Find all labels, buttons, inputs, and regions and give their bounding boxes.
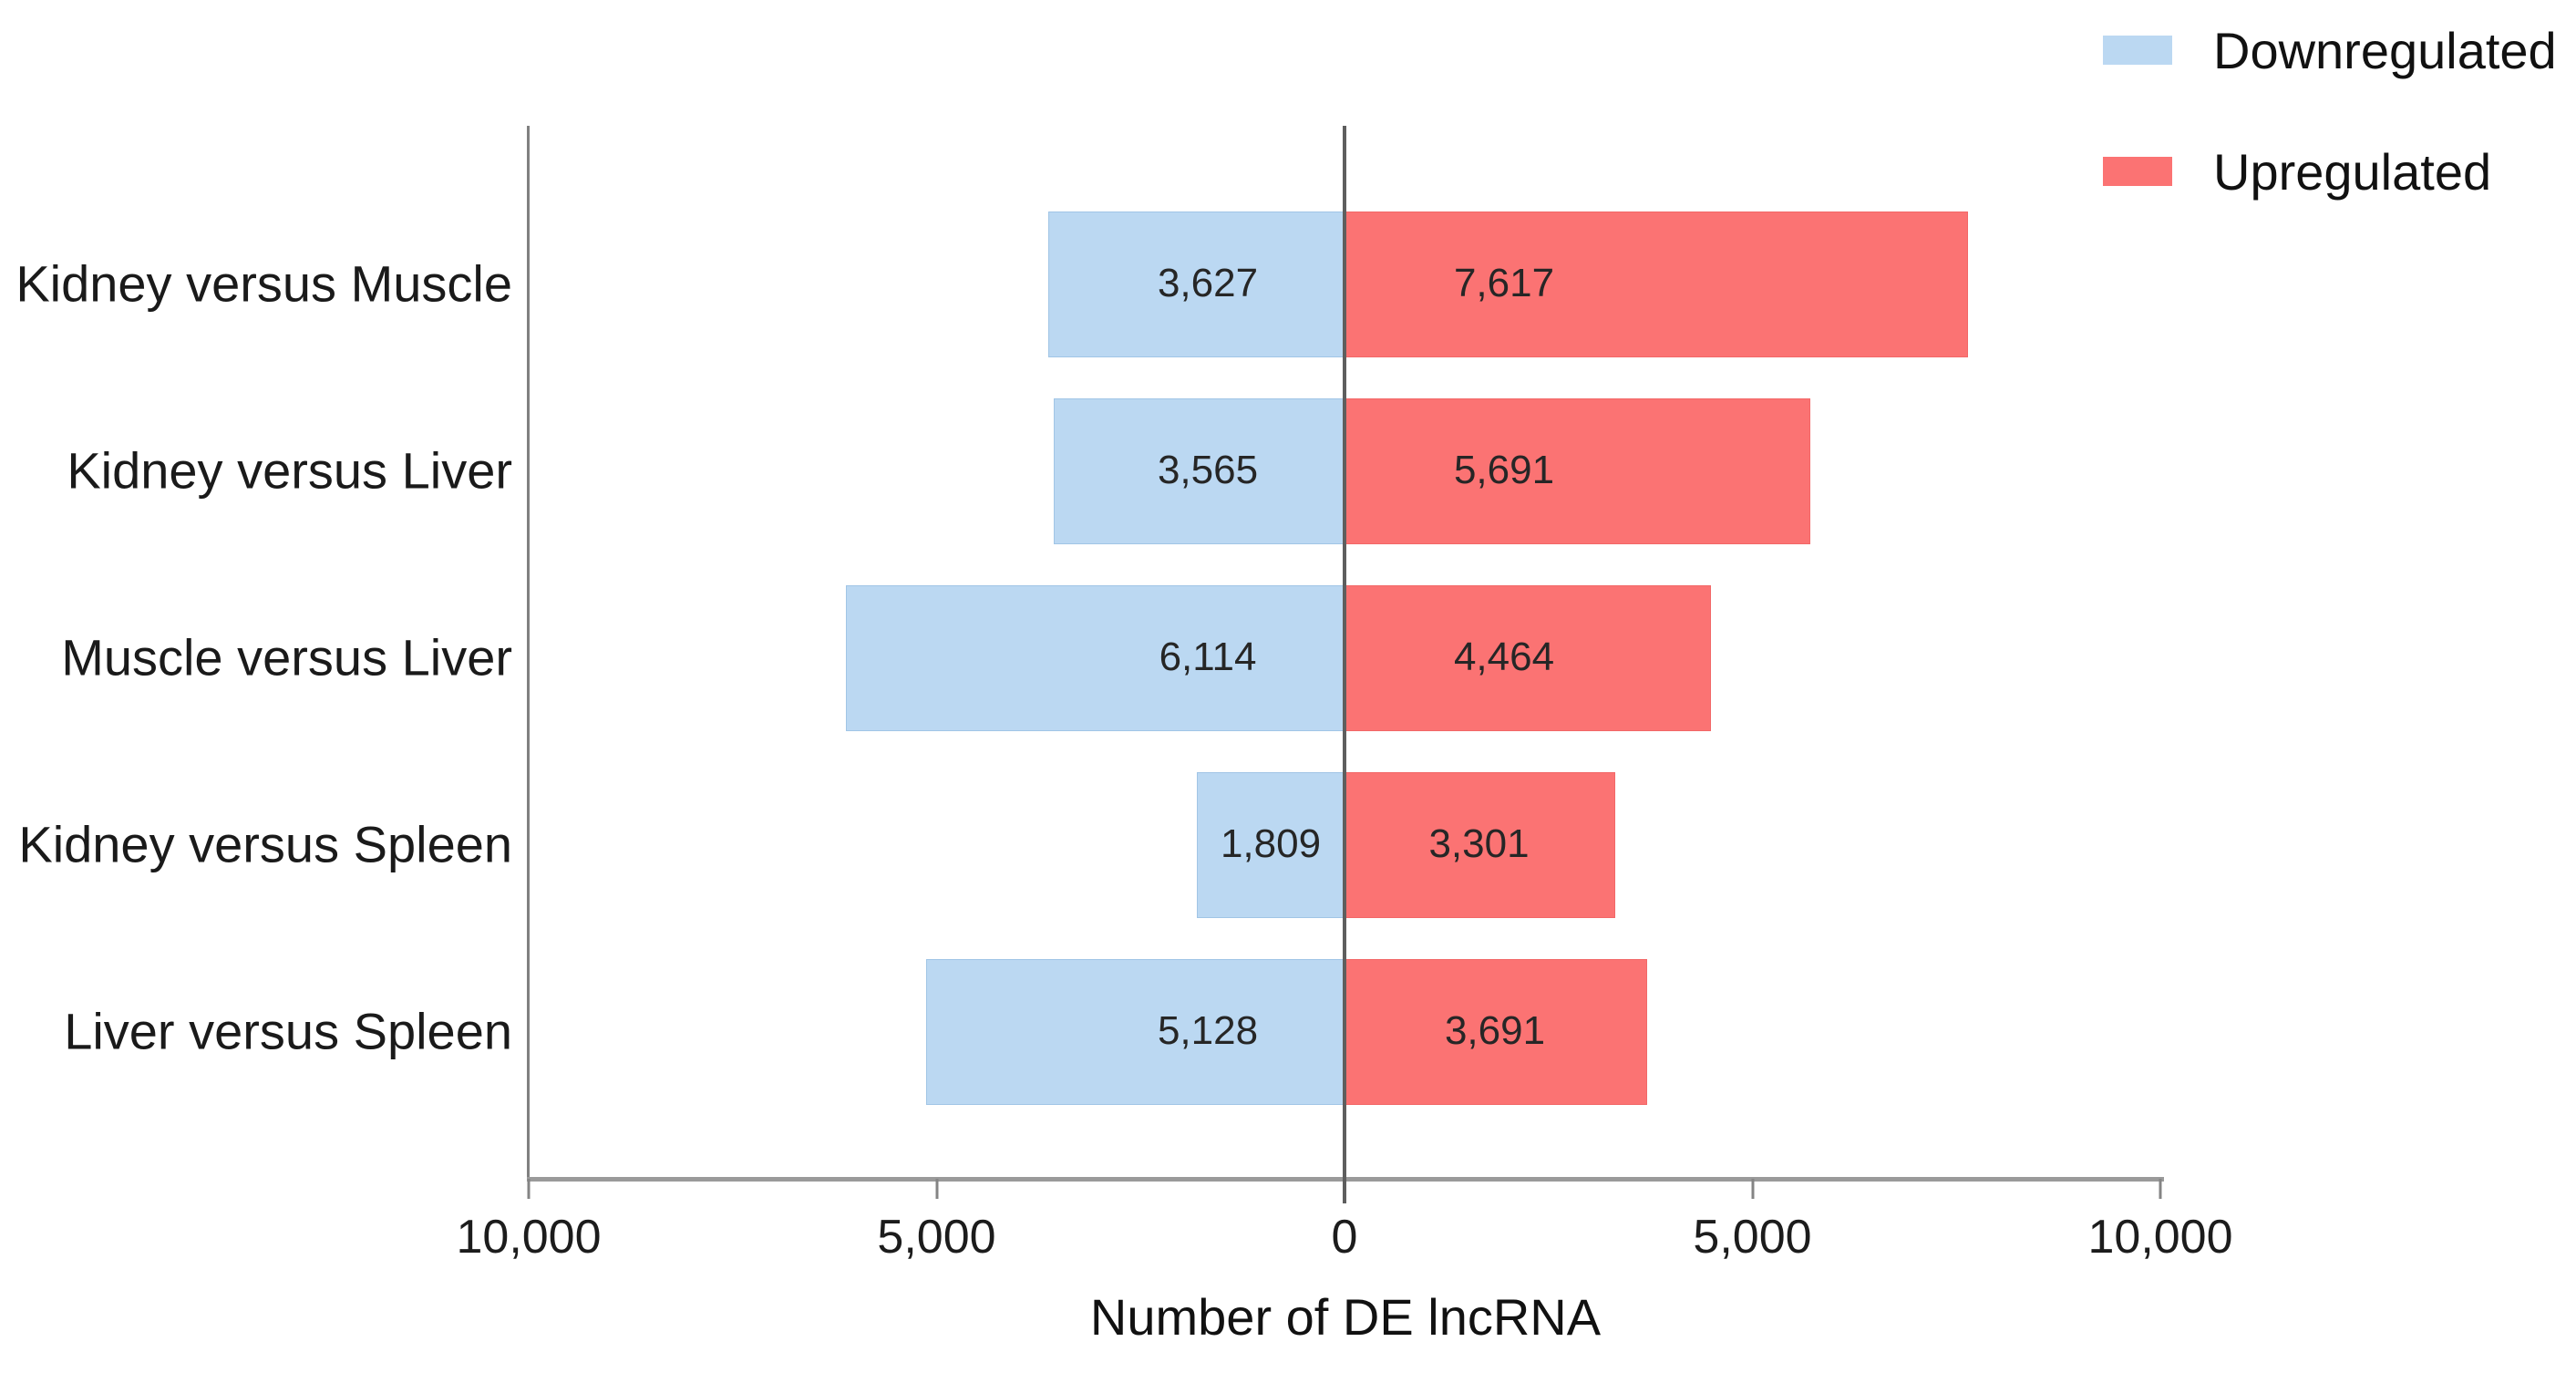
x-tick-label-5-000-1: 5,000	[877, 1211, 996, 1264]
value-upregulated-kidney-versus-liver: 5,691	[1453, 448, 1555, 492]
x-tick-10-000-4	[2159, 1179, 2162, 1199]
value-upregulated-liver-versus-spleen: 3,691	[1444, 1008, 1546, 1053]
category-label-kidney-versus-liver: Kidney versus Liver	[67, 441, 512, 500]
legend-item-upregulated: Upregulated	[2103, 139, 2491, 203]
value-upregulated-kidney-versus-muscle: 7,617	[1453, 261, 1555, 305]
legend-label-downregulated: Downregulated	[2213, 21, 2557, 79]
category-label-kidney-versus-spleen: Kidney versus Spleen	[18, 815, 512, 873]
bar-upregulated-liver-versus-spleen	[1345, 959, 1647, 1105]
bar-upregulated-kidney-versus-muscle	[1345, 212, 1968, 357]
value-downregulated-kidney-versus-muscle: 3,627	[1157, 261, 1259, 305]
value-upregulated-muscle-versus-liver: 4,464	[1453, 635, 1555, 679]
value-upregulated-kidney-versus-spleen: 3,301	[1428, 821, 1530, 866]
x-tick-label-5-000-3: 5,000	[1693, 1211, 1812, 1264]
bar-downregulated-muscle-versus-liver	[846, 585, 1346, 731]
bar-upregulated-kidney-versus-liver	[1345, 398, 1810, 544]
value-downregulated-kidney-versus-liver: 3,565	[1157, 448, 1259, 492]
zero-baseline	[1343, 126, 1346, 1203]
legend-label-upregulated: Upregulated	[2213, 142, 2492, 201]
upregulated-swatch-icon	[2103, 157, 2172, 186]
x-tick-label-10-000-0: 10,000	[456, 1211, 602, 1264]
x-tick-10-000-0	[527, 1179, 531, 1199]
category-label-liver-versus-spleen: Liver versus Spleen	[64, 1002, 512, 1060]
x-tick-5-000-1	[935, 1179, 938, 1199]
value-downregulated-muscle-versus-liver: 6,114	[1159, 635, 1257, 679]
downregulated-swatch-icon	[2103, 36, 2172, 65]
bar-downregulated-kidney-versus-spleen	[1197, 772, 1346, 918]
bar-upregulated-muscle-versus-liver	[1345, 585, 1711, 731]
value-downregulated-liver-versus-spleen: 5,128	[1157, 1008, 1259, 1053]
y-axis-line	[527, 126, 530, 1179]
category-label-kidney-versus-muscle: Kidney versus Muscle	[15, 254, 512, 313]
value-downregulated-kidney-versus-spleen: 1,809	[1220, 821, 1322, 866]
bar-downregulated-kidney-versus-muscle	[1048, 212, 1346, 357]
x-tick-label-10-000-4: 10,000	[2087, 1211, 2233, 1264]
bar-downregulated-liver-versus-spleen	[926, 959, 1346, 1105]
x-tick-5-000-3	[1751, 1179, 1754, 1199]
x-axis-title: Number of DE lncRNA	[1089, 1288, 1602, 1346]
bar-upregulated-kidney-versus-spleen	[1345, 772, 1615, 918]
x-tick-label-0-2: 0	[1331, 1211, 1358, 1264]
category-label-muscle-versus-liver: Muscle versus Liver	[61, 628, 512, 686]
legend-item-downregulated: Downregulated	[2103, 18, 2557, 82]
